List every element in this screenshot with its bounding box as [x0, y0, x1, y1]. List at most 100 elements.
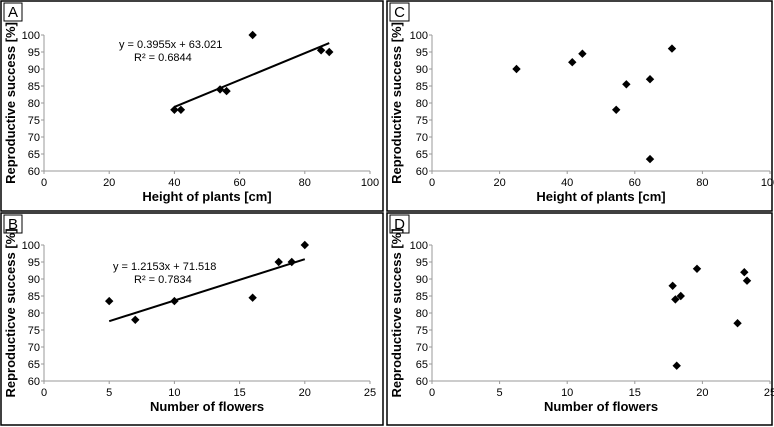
panel-b-x-label: Number of flowers [150, 399, 264, 414]
panel-a-r-squared: R² = 0.6844 [134, 52, 192, 64]
data-point [568, 58, 577, 67]
data-point [274, 257, 283, 267]
panel-d-letter: D [394, 216, 405, 233]
data-point [612, 105, 621, 114]
y-tick-label: 85 [28, 81, 40, 93]
panel-d-x-label: Number of flowers [544, 399, 658, 414]
y-tick-label: 95 [28, 47, 40, 59]
data-point [131, 315, 140, 324]
panel-c-y-label: Reproductive success [%] [389, 22, 404, 184]
x-tick-label: 100 [361, 177, 379, 189]
y-tick-label: 70 [28, 132, 40, 144]
x-tick-label: 10 [561, 387, 573, 399]
panel-c-x-label: Height of plants [cm] [536, 189, 665, 204]
panel-a-x-label: Height of plants [cm] [142, 189, 271, 204]
data-point [676, 291, 685, 301]
x-tick-label: 0 [429, 387, 435, 399]
panel-b-equation: y = 1.2153x + 71.518 [113, 261, 216, 273]
y-tick-label: 60 [28, 166, 40, 178]
data-point [740, 268, 749, 277]
data-point [300, 240, 309, 250]
y-tick-label: 90 [416, 64, 428, 76]
data-point [105, 296, 114, 306]
y-tick-label: 90 [416, 274, 428, 286]
y-tick-label: 95 [416, 47, 428, 59]
panel-c-letter-box [389, 2, 410, 22]
x-tick-label: 20 [299, 387, 311, 399]
panel-d-letter-box [389, 214, 410, 234]
x-tick-label: 0 [41, 387, 47, 399]
y-tick-label: 90 [28, 274, 40, 286]
x-tick-label: 25 [764, 387, 774, 399]
data-point [622, 80, 631, 89]
y-tick-label: 85 [416, 291, 428, 303]
x-tick-label: 40 [168, 177, 180, 189]
y-tick-label: 65 [416, 149, 428, 161]
data-point [316, 46, 326, 55]
data-point [248, 30, 257, 40]
x-tick-label: 80 [299, 177, 311, 189]
y-tick-label: 65 [28, 359, 40, 371]
y-tick-label: 100 [22, 240, 40, 252]
data-point [672, 361, 681, 370]
data-point [170, 105, 179, 114]
y-tick-label: 70 [416, 342, 428, 354]
y-tick-label: 70 [416, 132, 428, 144]
x-tick-label: 0 [41, 177, 47, 189]
y-tick-label: 60 [416, 166, 428, 178]
x-tick-label: 60 [629, 177, 641, 189]
panel-c-frame [386, 0, 773, 212]
y-tick-label: 65 [416, 359, 428, 371]
y-tick-label: 100 [22, 30, 40, 42]
data-point [671, 295, 680, 304]
data-point [667, 44, 677, 53]
y-tick-label: 85 [28, 291, 40, 303]
x-tick-label: 40 [561, 177, 573, 189]
data-point [668, 281, 677, 290]
panel-d-y-label: Reproducticve success [%] [389, 228, 404, 397]
panel-d: D 60 65 70 75 80 85 90 95 100 0 5 10 15 20 25 Number of … [386, 212, 774, 426]
y-tick-label: 60 [28, 376, 40, 388]
panel-b-frame [0, 212, 384, 426]
panel-b: B 60 65 70 75 80 85 90 95 100 0 5 10 15 20 25 Number of … [0, 212, 384, 426]
x-tick-label: 20 [696, 387, 708, 399]
panel-b-r-squared: R² = 0.7834 [134, 274, 192, 286]
y-tick-label: 80 [28, 98, 40, 110]
panel-a-frame [0, 0, 384, 212]
panel-a-letter-box [3, 2, 23, 22]
data-point [170, 296, 179, 306]
data-point [222, 86, 231, 96]
panel-b-y-label: Reproducticve success [%] [3, 228, 18, 397]
y-tick-label: 75 [416, 115, 428, 127]
panel-a-trendline [174, 42, 330, 108]
x-tick-label: 60 [233, 177, 245, 189]
x-tick-label: 10 [168, 387, 180, 399]
y-tick-label: 100 [410, 30, 428, 42]
panel-a-letter: A [8, 4, 18, 21]
panel-a: A 60 65 70 75 80 85 90 95 100 0 20 40 60 80 100 Height o… [0, 0, 384, 212]
data-point [692, 264, 702, 273]
x-tick-label: 100 [761, 177, 774, 189]
data-point [578, 49, 587, 58]
panel-a-y-label: Reproductive success [%] [3, 22, 18, 184]
data-point [325, 47, 334, 57]
y-tick-label: 85 [416, 81, 428, 93]
panel-c-letter: C [394, 4, 405, 21]
y-tick-label: 95 [416, 257, 428, 269]
x-tick-label: 25 [364, 387, 376, 399]
panel-c: C 60 65 70 75 80 85 90 95 100 0 20 40 60 80 100 Height o… [386, 0, 774, 212]
y-tick-label: 75 [28, 325, 40, 337]
y-tick-label: 75 [416, 325, 428, 337]
y-tick-label: 80 [416, 308, 428, 320]
data-point [645, 75, 655, 84]
x-tick-label: 15 [233, 387, 245, 399]
data-point [215, 85, 225, 94]
panel-a-equation: y = 0.3955x + 63.021 [119, 39, 222, 51]
y-tick-label: 60 [416, 376, 428, 388]
y-tick-label: 80 [28, 308, 40, 320]
x-tick-label: 15 [629, 387, 641, 399]
y-tick-label: 65 [28, 149, 40, 161]
panel-d-frame [386, 212, 773, 426]
